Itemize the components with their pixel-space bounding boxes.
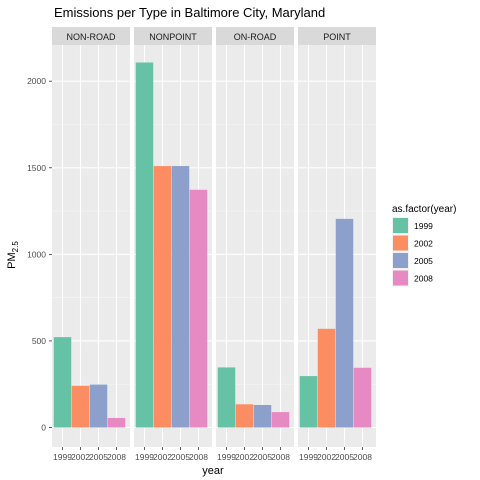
y-tick-label: 500 [32, 336, 46, 346]
bar-non-road-2002 [71, 385, 90, 428]
bar-on-road-1999 [217, 367, 236, 428]
facet-panel-nonpoint: NONPOINT 1999 2002 2005 2008 [134, 27, 212, 462]
x-tick-label: 2005 [89, 452, 108, 462]
bar-on-road-2002 [235, 404, 254, 428]
y-axis: 0 500 1000 1500 2000 [27, 76, 52, 433]
x-tick-label: 2008 [271, 452, 290, 462]
x-tick-label: 2002 [317, 452, 336, 462]
y-axis-title-subscript: 2.5 [11, 241, 20, 253]
bar-nonpoint-1999 [135, 62, 154, 428]
bar-non-road-1999 [53, 337, 72, 428]
bar-on-road-2005 [253, 404, 272, 428]
x-axis-title: year [202, 465, 224, 477]
legend-label: 2005 [414, 256, 433, 266]
facet-strip-label: NON-ROAD [67, 32, 116, 42]
x-tick-label: 1999 [135, 452, 154, 462]
bar-point-1999 [299, 376, 318, 428]
facet-panel-non-road: NON-ROAD 1999 2002 2005 2008 [52, 27, 130, 462]
bar-nonpoint-2008 [189, 189, 208, 428]
bar-on-road-2008 [271, 412, 290, 428]
bar-non-road-2005 [89, 384, 108, 428]
y-tick-label: 0 [41, 423, 46, 433]
y-tick-label: 2000 [27, 76, 46, 86]
bar-nonpoint-2002 [153, 166, 172, 428]
legend-item-2002: 2002 [392, 234, 433, 252]
facet-strip-label: ON-ROAD [234, 32, 277, 42]
y-tick-label: 1000 [27, 249, 46, 259]
x-tick-label: 1999 [217, 452, 236, 462]
x-tick-label: 1999 [299, 452, 318, 462]
bar-nonpoint-2005 [171, 166, 190, 428]
bar-point-2002 [317, 328, 336, 428]
bar-non-road-2008 [107, 417, 126, 428]
facet-strip [134, 27, 212, 45]
y-axis-title: PM2.5 [6, 241, 20, 269]
facet-panel-on-road: ON-ROAD 1999 2002 2005 2008 [216, 27, 294, 462]
facet-strip-label: POINT [323, 32, 351, 42]
x-tick-label: 2005 [253, 452, 272, 462]
x-tick-label: 1999 [53, 452, 72, 462]
x-tick-label: 2002 [235, 452, 254, 462]
x-tick-label: 2008 [107, 452, 126, 462]
x-tick-label: 2002 [71, 452, 90, 462]
bar-point-2008 [353, 367, 372, 428]
x-tick-label: 2002 [153, 452, 172, 462]
bar-point-2005 [335, 218, 354, 428]
chart-title: Emissions per Type in Baltimore City, Ma… [54, 5, 325, 20]
legend-swatch [393, 253, 408, 268]
legend-item-1999: 1999 [392, 217, 433, 234]
legend-title: as.factor(year) [392, 204, 456, 215]
facet-strip [216, 27, 294, 45]
legend-swatch [393, 270, 408, 286]
legend-label: 2008 [414, 274, 433, 284]
facet-strip [298, 27, 376, 45]
y-axis-title-main: PM [6, 252, 18, 269]
legend-swatch [393, 235, 408, 251]
x-tick-label: 2008 [353, 452, 372, 462]
facet-panel-point: POINT 1999 2002 2005 2008 [298, 27, 376, 462]
x-tick-label: 2005 [335, 452, 354, 462]
legend-swatch [393, 218, 408, 233]
legend-item-2008: 2008 [392, 269, 433, 287]
x-tick-label: 2005 [171, 452, 190, 462]
facet-strip-label: NONPOINT [149, 32, 197, 42]
facet-strip [52, 27, 130, 45]
y-tick-label: 1500 [27, 163, 46, 173]
x-tick-label: 2008 [189, 452, 208, 462]
legend: as.factor(year) 1999 2002 2005 2008 [392, 204, 456, 287]
legend-item-2005: 2005 [392, 252, 433, 269]
legend-label: 2002 [414, 239, 433, 249]
legend-label: 1999 [414, 221, 433, 231]
